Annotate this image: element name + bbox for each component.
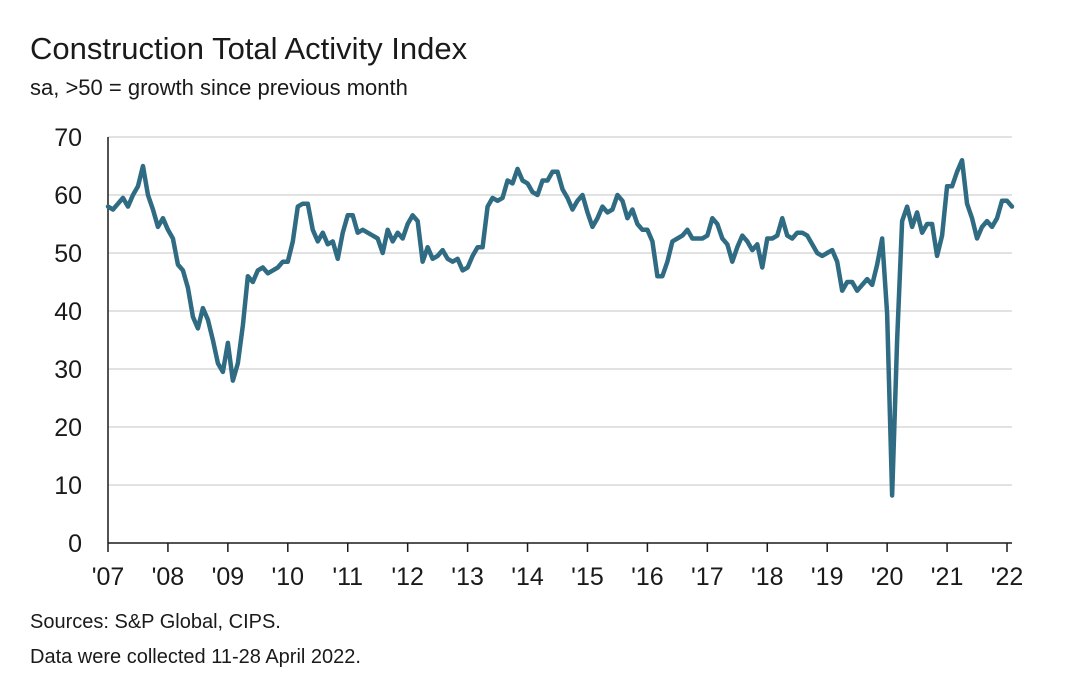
y-tick-label: 30 (54, 356, 82, 384)
x-tick-label: '08 (152, 563, 185, 591)
x-tick-label: '10 (272, 563, 305, 591)
collection-note: Data were collected 11-28 April 2022. (30, 646, 361, 668)
x-tick-label: '19 (811, 563, 844, 591)
x-tick-label: '15 (571, 563, 604, 591)
x-tick-label: '07 (92, 563, 125, 591)
chart-title: Construction Total Activity Index (30, 31, 468, 66)
chart-subtitle: sa, >50 = growth since previous month (30, 75, 408, 100)
y-tick-label: 40 (54, 298, 82, 326)
y-tick-label: 0 (68, 530, 82, 558)
y-tick-label: 50 (54, 240, 82, 268)
x-tick-label: '11 (332, 563, 363, 591)
x-tick-label: '17 (691, 563, 724, 591)
x-tick-label: '20 (871, 563, 904, 591)
y-axis-ticks: 0 10 20 30 40 50 60 70 (54, 124, 82, 558)
x-tick-label: '09 (212, 563, 245, 591)
x-tick-label: '12 (391, 563, 424, 591)
y-tick-label: 20 (54, 414, 82, 442)
x-tick-label: '22 (991, 563, 1024, 591)
y-tick-label: 60 (54, 182, 82, 210)
x-tick-label: '21 (931, 563, 964, 591)
x-tick-label: '18 (751, 563, 784, 591)
y-tick-label: 10 (54, 472, 82, 500)
y-tick-label: 70 (54, 124, 82, 152)
x-tick-label: '13 (451, 563, 484, 591)
x-tick-label: '14 (511, 563, 544, 591)
gridlines (108, 136, 1012, 486)
series-line (105, 157, 1015, 498)
x-axis-ticks: '07 '08 '09 '10 '11 '12 '13 '14 '15 '16 '17 '18 '19 '… (92, 543, 1024, 591)
sources-note: Sources: S&P Global, CIPS. (30, 611, 281, 633)
x-tick-label: '16 (631, 563, 664, 591)
line-chart: 0 10 20 30 40 50 60 70 '07 '08 '09 '10 '11 '12 '13 '14… (54, 124, 1024, 591)
